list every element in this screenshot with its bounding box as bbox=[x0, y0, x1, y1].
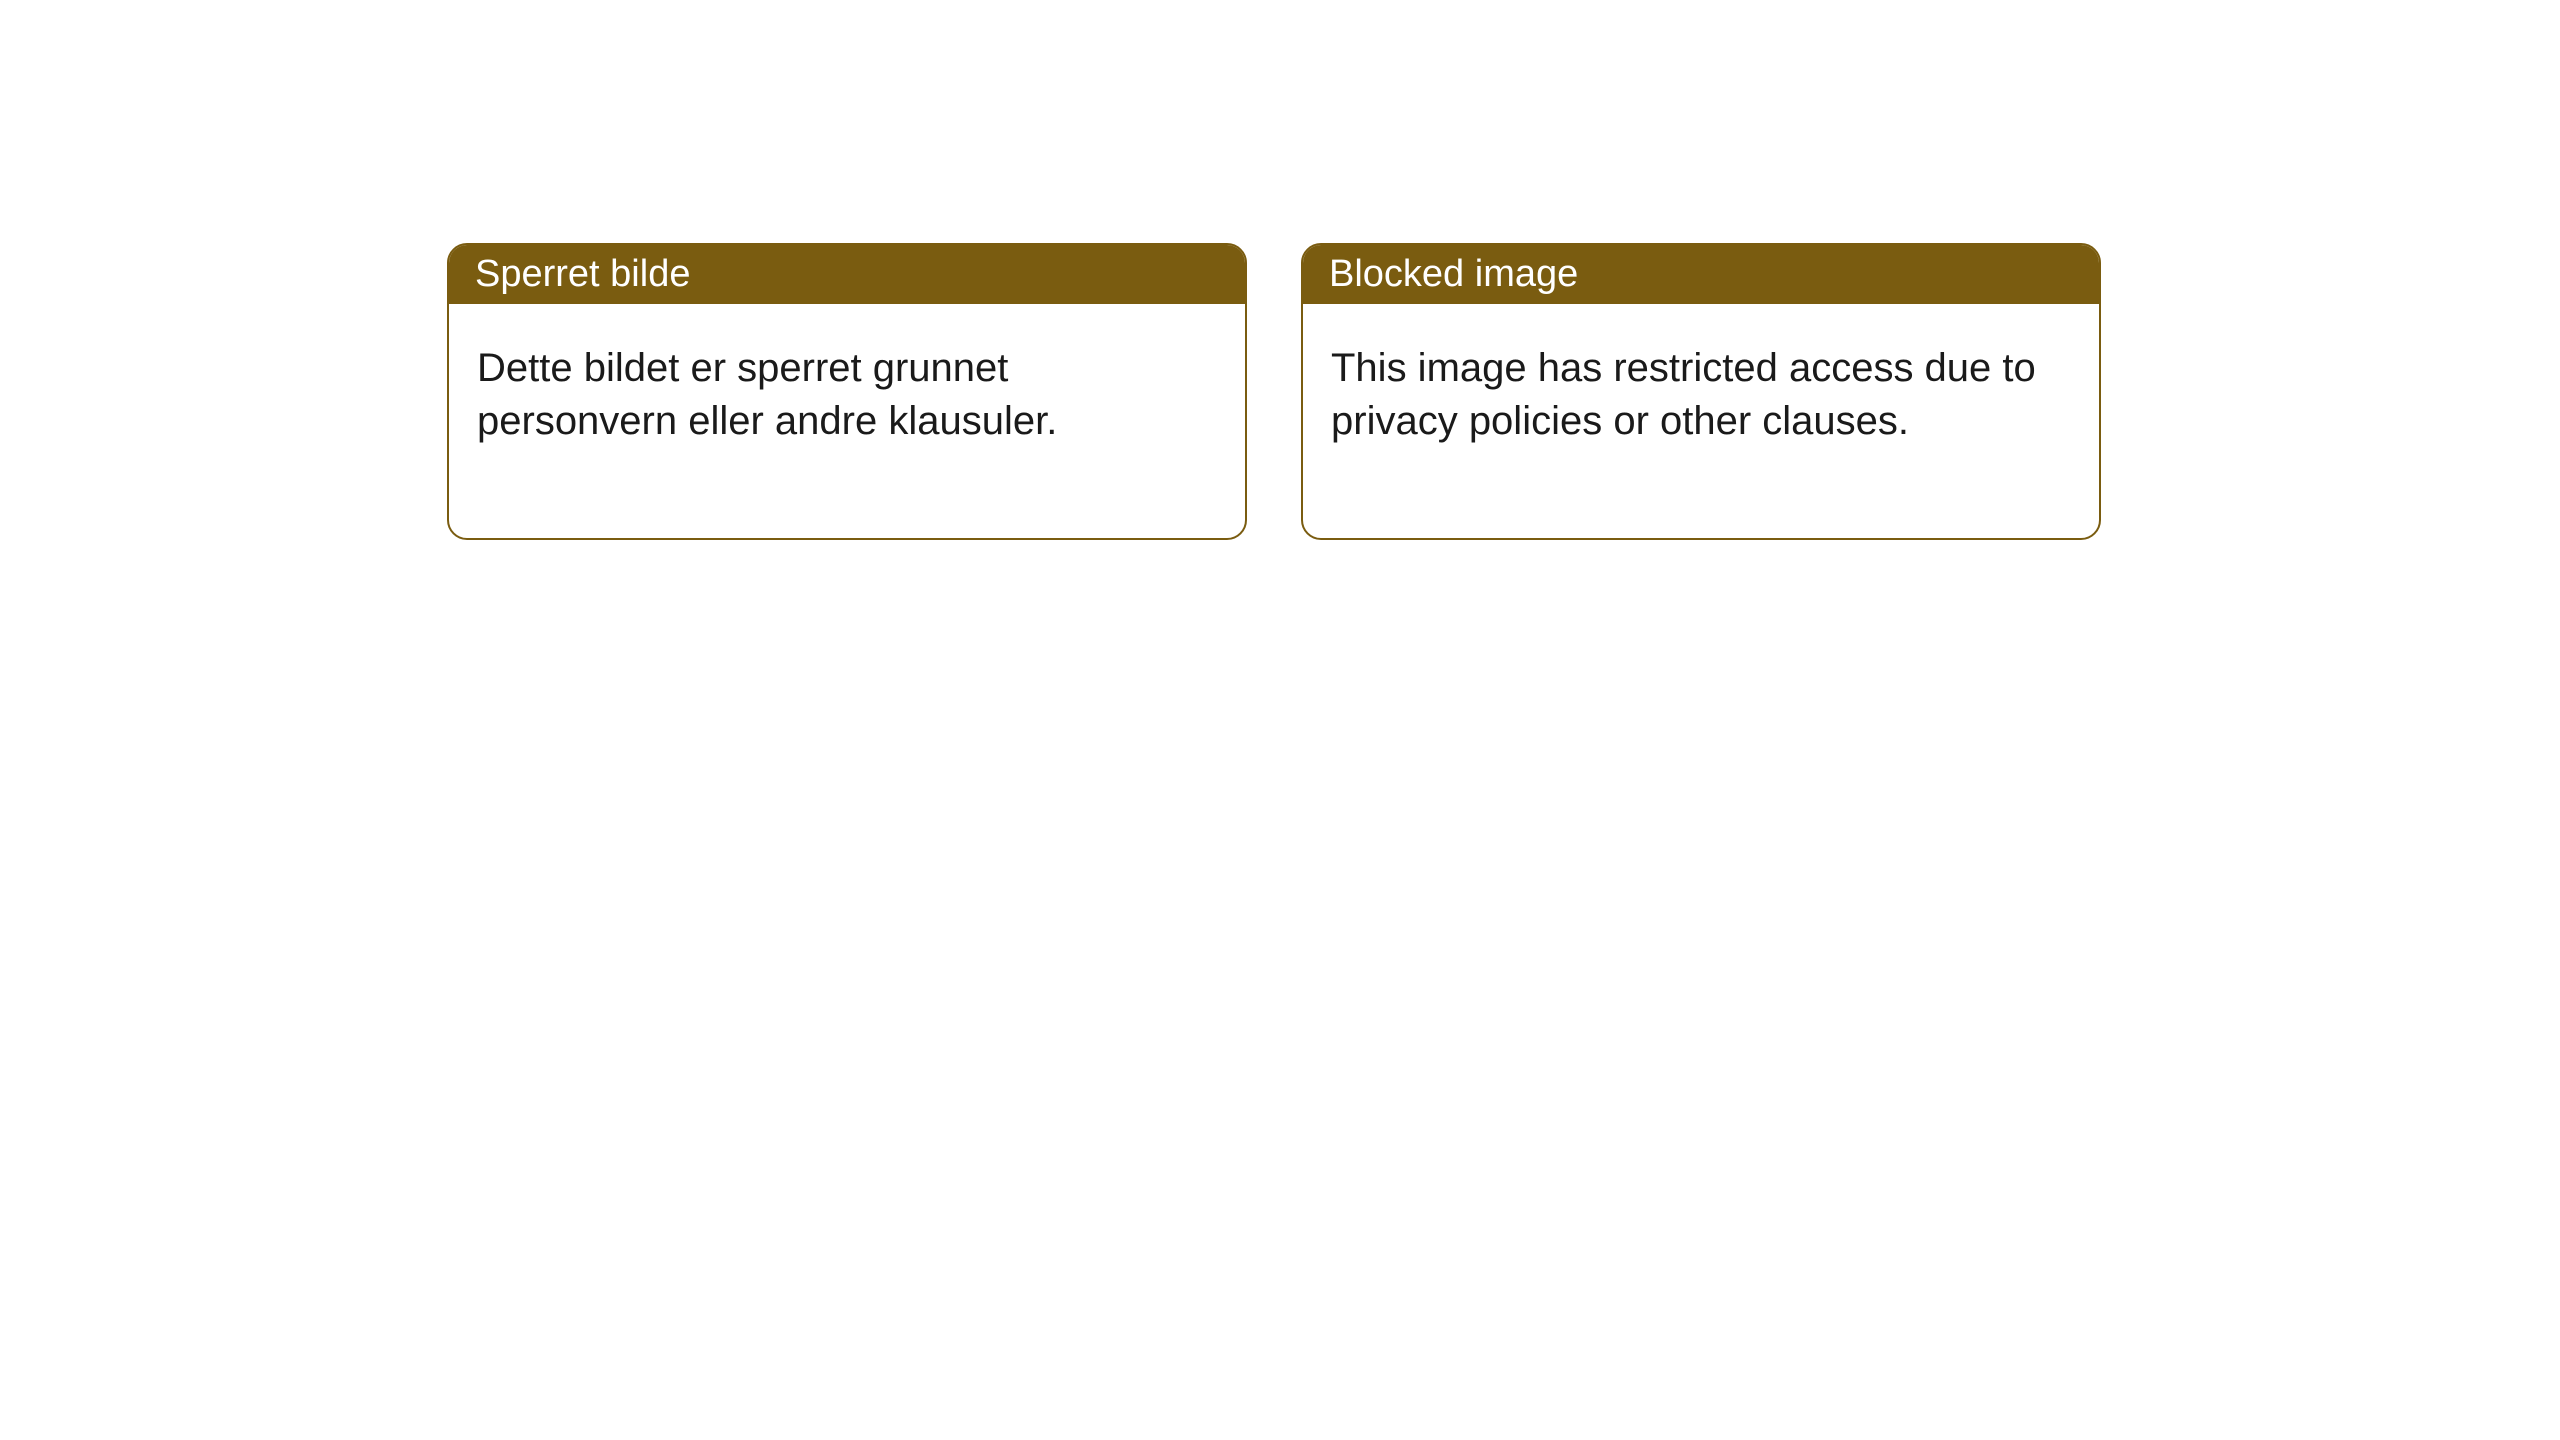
card-header-english: Blocked image bbox=[1303, 245, 2099, 304]
card-header-norwegian: Sperret bilde bbox=[449, 245, 1245, 304]
card-body-english: This image has restricted access due to … bbox=[1303, 304, 2099, 538]
card-norwegian: Sperret bilde Dette bildet er sperret gr… bbox=[447, 243, 1247, 540]
card-message-english: This image has restricted access due to … bbox=[1331, 346, 2036, 443]
card-title-norwegian: Sperret bilde bbox=[475, 253, 690, 295]
card-english: Blocked image This image has restricted … bbox=[1301, 243, 2101, 540]
card-message-norwegian: Dette bildet er sperret grunnet personve… bbox=[477, 346, 1057, 443]
card-title-english: Blocked image bbox=[1329, 253, 1578, 295]
cards-container: Sperret bilde Dette bildet er sperret gr… bbox=[0, 0, 2560, 540]
card-body-norwegian: Dette bildet er sperret grunnet personve… bbox=[449, 304, 1245, 538]
